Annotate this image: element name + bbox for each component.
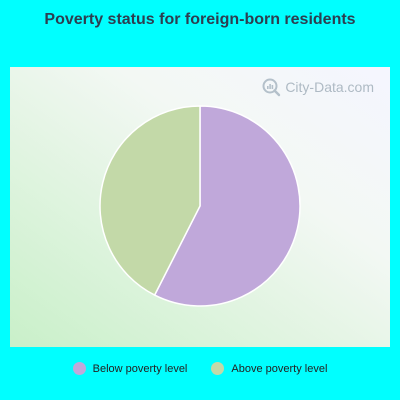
pie-slice-above-poverty-level: [99, 105, 201, 297]
legend-label: Above poverty level: [231, 362, 328, 375]
pie-slice-below-poverty-level: [153, 105, 301, 307]
legend-item: Below poverty level: [72, 362, 188, 375]
legend-item: Above poverty level: [211, 362, 327, 375]
watermark: City-Data.com: [261, 77, 374, 97]
legend-label: Below poverty level: [92, 362, 188, 375]
watermark-text: City-Data.com: [285, 79, 374, 95]
pie-chart: [99, 105, 301, 307]
legend-swatch: [72, 362, 86, 375]
chart-title: Poverty status for foreign-born resident…: [44, 11, 356, 28]
legend-swatch: [211, 362, 225, 375]
legend: Below poverty level Above poverty level: [0, 362, 400, 375]
plot-area: City-Data.com: [10, 67, 390, 347]
magnifier-icon: [262, 78, 281, 97]
